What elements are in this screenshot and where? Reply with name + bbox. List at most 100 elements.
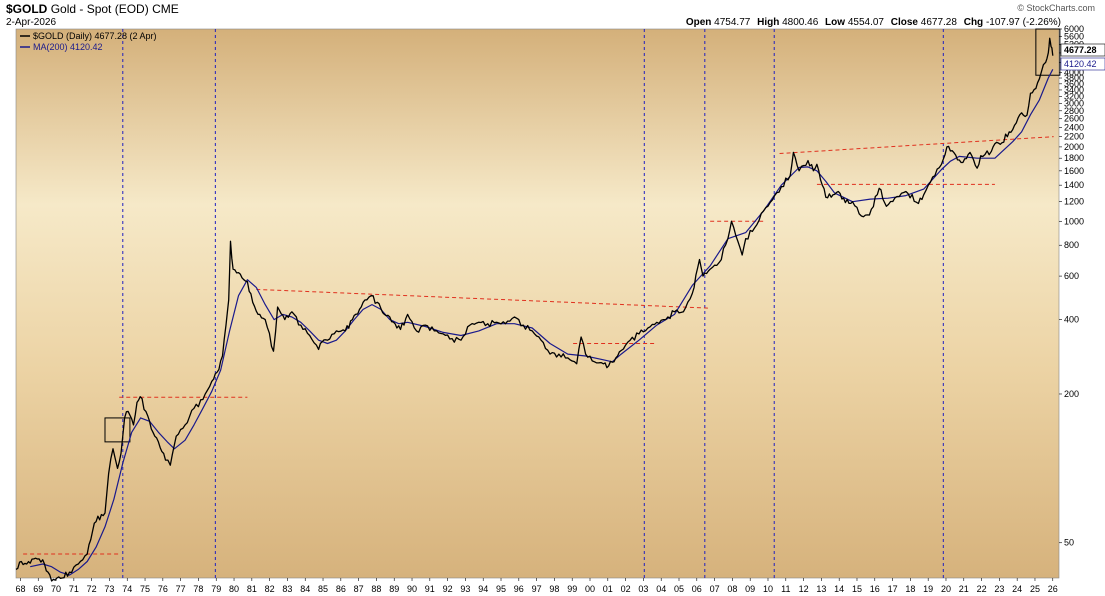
x-tick-label-40: 08: [727, 584, 737, 594]
y-tick-label-3: 600: [1064, 271, 1079, 281]
y-tick-label-13: 2600: [1064, 114, 1084, 124]
legend: $GOLD (Daily) 4677.28 (2 Apr) MA(200) 41…: [20, 31, 157, 52]
x-tick-label-58: 26: [1048, 584, 1058, 594]
x-tick-label-17: 85: [318, 584, 328, 594]
x-tick-label-2: 70: [51, 584, 61, 594]
x-tick-label-46: 14: [834, 584, 844, 594]
x-tick-label-30: 98: [549, 584, 559, 594]
chg-value: -107.97 (-2.26%): [985, 17, 1061, 28]
y-tick-label-19: 3800: [1064, 73, 1084, 83]
x-tick-label-1: 69: [33, 584, 43, 594]
y-tick-label-18: 3600: [1064, 79, 1084, 89]
y-tick-label-12: 2400: [1064, 122, 1084, 132]
trendline-2: [256, 288, 711, 309]
highlight-boxes: [104, 28, 1061, 443]
x-tick-label-44: 12: [799, 584, 809, 594]
x-tick-label-47: 15: [852, 584, 862, 594]
x-tick-label-41: 09: [745, 584, 755, 594]
close-label: Close: [890, 17, 918, 28]
x-tick-label-56: 24: [1012, 584, 1022, 594]
y-tick-label-1: 200: [1064, 389, 1079, 399]
x-tick-label-20: 88: [371, 584, 381, 594]
y-tick-label-4: 800: [1064, 240, 1079, 250]
plot-area: [15, 28, 1060, 579]
x-tick-label-25: 93: [460, 584, 470, 594]
last-value-markers: 4677.28 4120.42: [1060, 43, 1105, 71]
open-value: 4754.77: [714, 17, 751, 28]
x-tick-label-0: 68: [15, 584, 25, 594]
x-tick-label-50: 18: [905, 584, 915, 594]
x-tick-label-14: 82: [265, 584, 275, 594]
x-tick-label-23: 91: [425, 584, 435, 594]
legend-ma: MA(200) 4120.42: [33, 42, 103, 52]
x-tick-label-35: 03: [638, 584, 648, 594]
y-tick-label-7: 1400: [1064, 180, 1084, 190]
y-tick-label-0: 50: [1064, 538, 1074, 548]
low-label: Low: [825, 17, 846, 28]
x-tick-label-34: 02: [621, 584, 631, 594]
symbol: $GOLD: [6, 2, 48, 16]
y-tick-label-2: 400: [1064, 315, 1079, 325]
close-value: 4677.28: [920, 17, 957, 28]
x-tick-label-21: 89: [389, 584, 399, 594]
y-tick-label-5: 1000: [1064, 216, 1084, 226]
x-tick-label-57: 25: [1030, 584, 1040, 594]
high-label: High: [757, 17, 780, 28]
last-ma-box: [1060, 57, 1105, 71]
y-axis: 50 200 400 600 800 1000 1200 1400 1600 1800200022…: [1059, 24, 1084, 548]
chg-label: Chg: [963, 17, 984, 28]
y-tick-label-24: 5600: [1064, 31, 1084, 41]
chart-title: $GOLD Gold - Spot (EOD) CME: [6, 2, 179, 16]
low-value: 4554.07: [847, 17, 884, 28]
x-tick-label-43: 11: [781, 584, 790, 594]
x-tick-label-52: 20: [941, 584, 951, 594]
y-tick-label-16: 3200: [1064, 91, 1084, 101]
price-series: [15, 37, 1054, 582]
y-tick-label-14: 2800: [1064, 106, 1084, 116]
ma-line: [30, 69, 1054, 576]
y-tick-label-25: 6000: [1064, 24, 1084, 34]
x-tick-label-28: 96: [514, 584, 524, 594]
x-tick-label-48: 16: [870, 584, 880, 594]
x-tick-label-42: 10: [763, 584, 773, 594]
high-value: 4800.46: [782, 17, 819, 28]
x-tick-label-19: 87: [354, 584, 364, 594]
x-axis: 68 69 70 71 72 73 74 75 76 77 78 79 80 81 82 83 84 85 86 87…: [15, 578, 1058, 594]
x-tick-label-8: 76: [158, 584, 168, 594]
x-tick-label-54: 22: [977, 584, 987, 594]
highlight-box-0: [104, 417, 131, 443]
y-tick-label-8: 1600: [1064, 166, 1084, 176]
price-line: [15, 37, 1054, 582]
x-tick-label-24: 92: [443, 584, 453, 594]
last-ma-label: 4120.42: [1064, 59, 1097, 69]
y-tick-label-15: 3000: [1064, 98, 1084, 108]
x-tick-label-3: 71: [69, 584, 79, 594]
instrument-name: Gold - Spot (EOD): [50, 2, 149, 16]
legend-price: $GOLD (Daily) 4677.28 (2 Apr): [33, 31, 157, 41]
ma-series: [30, 69, 1054, 576]
last-price-box: [1060, 43, 1105, 57]
x-tick-label-49: 17: [888, 584, 898, 594]
x-tick-label-11: 79: [211, 584, 221, 594]
trendlines: [23, 136, 1054, 555]
x-tick-label-37: 05: [674, 584, 684, 594]
x-tick-label-31: 99: [567, 584, 577, 594]
x-tick-label-45: 13: [816, 584, 826, 594]
highlight-box-1: [1035, 28, 1061, 76]
x-tick-label-51: 19: [923, 584, 933, 594]
x-tick-label-27: 95: [496, 584, 506, 594]
x-tick-label-12: 80: [229, 584, 239, 594]
exchange: CME: [152, 2, 179, 16]
x-tick-label-6: 74: [122, 584, 132, 594]
x-tick-label-22: 90: [407, 584, 417, 594]
y-tick-label-17: 3400: [1064, 85, 1084, 95]
y-tick-label-11: 2200: [1064, 132, 1084, 142]
chart-date: 2-Apr-2026: [6, 17, 57, 28]
y-tick-label-10: 2000: [1064, 142, 1084, 152]
y-tick-label-20: 4000: [1064, 68, 1084, 78]
x-tick-label-7: 75: [140, 584, 150, 594]
ohlc-bar: Open 4754.77 High 4800.46 Low 4554.07 Cl…: [682, 17, 1061, 28]
x-tick-label-32: 00: [585, 584, 595, 594]
x-tick-label-29: 97: [532, 584, 542, 594]
